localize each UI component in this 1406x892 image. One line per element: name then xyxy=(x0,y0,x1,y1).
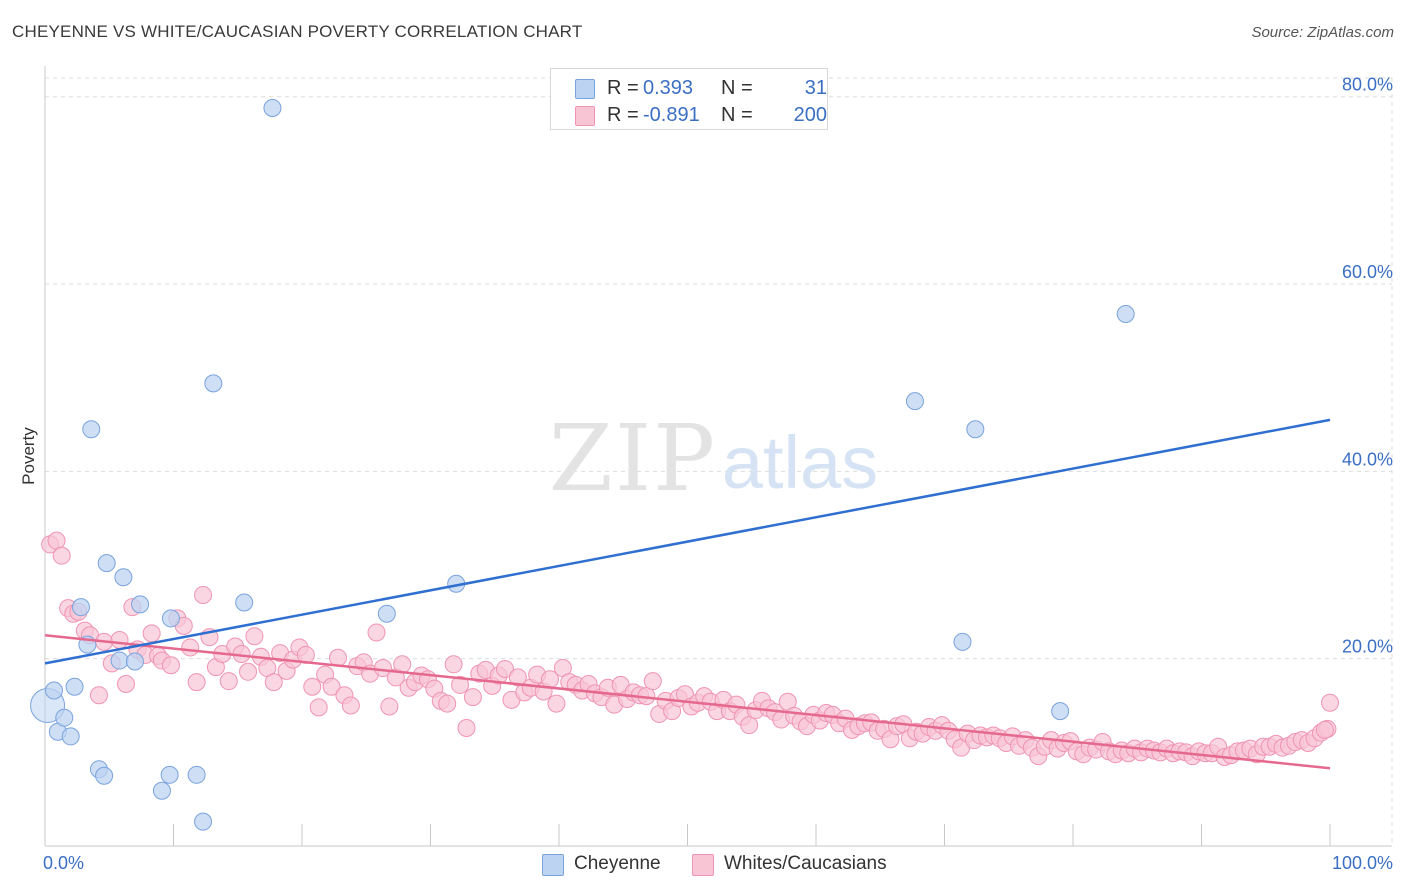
series-legend: Cheyenne Whites/Caucasians xyxy=(0,852,1406,878)
cheyenne-point xyxy=(71,598,90,617)
cheyenne-point xyxy=(114,568,133,587)
whites-caucasians-point xyxy=(740,716,759,735)
cheyenne-point xyxy=(235,593,254,612)
legend-label-whites: Whites/Caucasians xyxy=(724,853,887,874)
cheyenne-point xyxy=(125,652,144,671)
watermark-atlas: atlas xyxy=(722,421,878,504)
cheyenne-legend-swatch xyxy=(542,854,564,876)
whites-caucasians-point xyxy=(1315,720,1334,739)
r-label: R = xyxy=(607,104,639,126)
whites-caucasians-point xyxy=(110,630,129,649)
whites-caucasians-point xyxy=(194,585,213,604)
whites-caucasians-point xyxy=(1321,693,1339,712)
whites-caucasians-point xyxy=(322,677,341,696)
whites-caucasians-point xyxy=(380,697,399,716)
whites-caucasians-point xyxy=(161,656,180,675)
cheyenne-point xyxy=(1116,305,1135,324)
whites-caucasians-point xyxy=(367,623,386,642)
n-value: 31 xyxy=(804,77,827,99)
whites-caucasians-point xyxy=(341,696,360,715)
whites-caucasians-point xyxy=(373,659,392,678)
r-label: R = xyxy=(607,77,639,99)
cheyenne-point xyxy=(194,812,213,831)
whites-caucasians-point xyxy=(89,686,108,705)
cheyenne-point xyxy=(953,632,972,651)
n-label: N = xyxy=(721,77,753,99)
whites-caucasians-point xyxy=(463,688,482,707)
cheyenne-trend-line xyxy=(44,418,1331,665)
cheyenne-point xyxy=(44,681,63,700)
chart-title: CHEYENNE VS WHITE/CAUCASIAN POVERTY CORR… xyxy=(12,22,583,41)
y-tick-label: 80.0% xyxy=(1342,75,1393,95)
whites-caucasians-point xyxy=(328,648,347,667)
whites-caucasians-point xyxy=(508,668,527,687)
x-tick-label: 100.0% xyxy=(1332,853,1393,873)
tick-labels: 20.0% 40.0% 60.0% 80.0% 0.0% 100.0% xyxy=(43,75,1393,873)
whites-swatch xyxy=(575,106,595,126)
cheyenne-point xyxy=(204,374,223,393)
y-tick-label: 40.0% xyxy=(1342,449,1393,469)
whites-caucasians-point xyxy=(643,672,662,691)
whites-caucasians-point xyxy=(309,698,328,717)
cheyenne-point xyxy=(55,708,74,727)
whites-caucasians-point xyxy=(264,673,283,692)
cheyenne-points xyxy=(30,98,1135,831)
cheyenne-point xyxy=(966,420,985,439)
cheyenne-point xyxy=(65,677,84,696)
grid-lines xyxy=(45,77,1393,846)
whites-caucasians-point xyxy=(496,659,515,678)
cheyenne-point xyxy=(377,604,396,623)
whites-caucasians-point xyxy=(187,673,206,692)
whites-legend-swatch xyxy=(692,854,714,876)
cheyenne-point xyxy=(95,766,114,785)
cheyenne-point xyxy=(187,765,206,784)
whites-caucasians-point xyxy=(47,531,66,550)
x-tick-label: 0.0% xyxy=(43,853,84,873)
y-tick-label: 20.0% xyxy=(1342,637,1393,657)
whites-caucasians-point xyxy=(52,546,71,565)
whites-caucasians-point xyxy=(438,694,457,713)
whites-caucasians-point xyxy=(219,672,238,691)
whites-caucasians-point xyxy=(116,674,135,693)
whites-caucasians-point xyxy=(239,662,258,681)
trend-lines xyxy=(44,418,1331,770)
axes xyxy=(44,66,1392,847)
cheyenne-point xyxy=(161,609,180,628)
n-label: N = xyxy=(721,104,753,126)
whites-caucasians-point xyxy=(245,627,264,646)
legend-label-cheyenne: Cheyenne xyxy=(574,853,661,874)
chart-source: Source: ZipAtlas.com xyxy=(1251,24,1394,41)
cheyenne-point xyxy=(61,727,80,746)
whites-caucasians-point xyxy=(451,675,470,694)
cheyenne-point xyxy=(97,554,116,573)
whites-caucasians-point xyxy=(393,655,412,674)
stats-legend: R = 0.393 N = 31 R = -0.891 N = 200 xyxy=(550,68,828,130)
cheyenne-point xyxy=(152,781,171,800)
y-axis-label: Poverty xyxy=(19,427,38,485)
watermark-zip: ZIP xyxy=(549,405,717,512)
whites-caucasians-point xyxy=(303,677,322,696)
cheyenne-point xyxy=(263,98,282,117)
whites-caucasians-point xyxy=(181,638,200,657)
cheyenne-point xyxy=(160,765,179,784)
y-tick-label: 60.0% xyxy=(1342,262,1393,282)
whites-caucasians-point xyxy=(142,624,161,643)
cheyenne-point xyxy=(905,392,924,411)
whites-caucasians-point xyxy=(457,718,476,737)
cheyenne-point xyxy=(1051,702,1070,721)
whites-caucasians-point xyxy=(444,655,463,674)
cheyenne-point xyxy=(82,420,101,439)
whites-caucasians-points xyxy=(41,531,1339,767)
cheyenne-point xyxy=(110,651,129,670)
whites-caucasians-point xyxy=(547,694,566,713)
watermark: ZIP atlas xyxy=(549,405,878,512)
r-value: 0.393 xyxy=(643,77,694,99)
n-value: 200 xyxy=(793,104,827,126)
cheyenne-point xyxy=(131,595,150,614)
whites-caucasians-trend-line xyxy=(44,634,1331,770)
cheyenne-swatch xyxy=(575,79,595,99)
r-value: -0.891 xyxy=(643,104,700,126)
